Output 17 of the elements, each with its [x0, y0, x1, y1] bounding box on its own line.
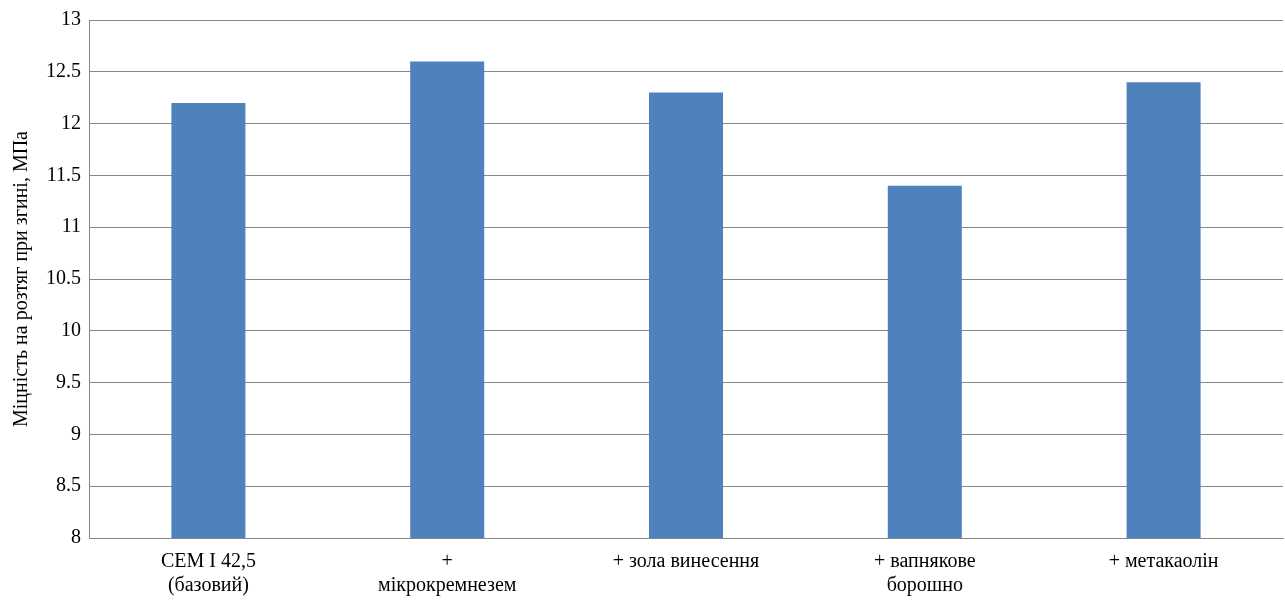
x-tick-label: + мікрокремнезем — [377, 549, 517, 597]
y-tick-label: 13 — [61, 7, 81, 30]
y-tick-label: 8 — [71, 525, 81, 548]
y-tick-label: 11 — [61, 214, 81, 237]
x-tick-label: + вапнякове борошно — [874, 549, 976, 597]
y-tick-label: 8.5 — [56, 473, 81, 496]
y-tick-label: 10.5 — [46, 266, 81, 289]
y-tick-label: 9 — [71, 421, 81, 444]
x-tick-label: + зола винесення — [612, 549, 760, 572]
y-tick-label: 12 — [61, 110, 81, 133]
y-tick-label: 12.5 — [46, 59, 81, 82]
y-tick-label: 11.5 — [46, 162, 81, 185]
x-tick-label: + метакаолін — [1108, 549, 1219, 572]
y-tick-label: 10 — [61, 318, 81, 341]
y-axis-title: Міцність на розтяг при згині, МПа — [9, 130, 33, 427]
x-tick-label: CEM I 42,5 (базовий) — [160, 549, 256, 597]
y-tick-label: 9.5 — [56, 369, 81, 392]
